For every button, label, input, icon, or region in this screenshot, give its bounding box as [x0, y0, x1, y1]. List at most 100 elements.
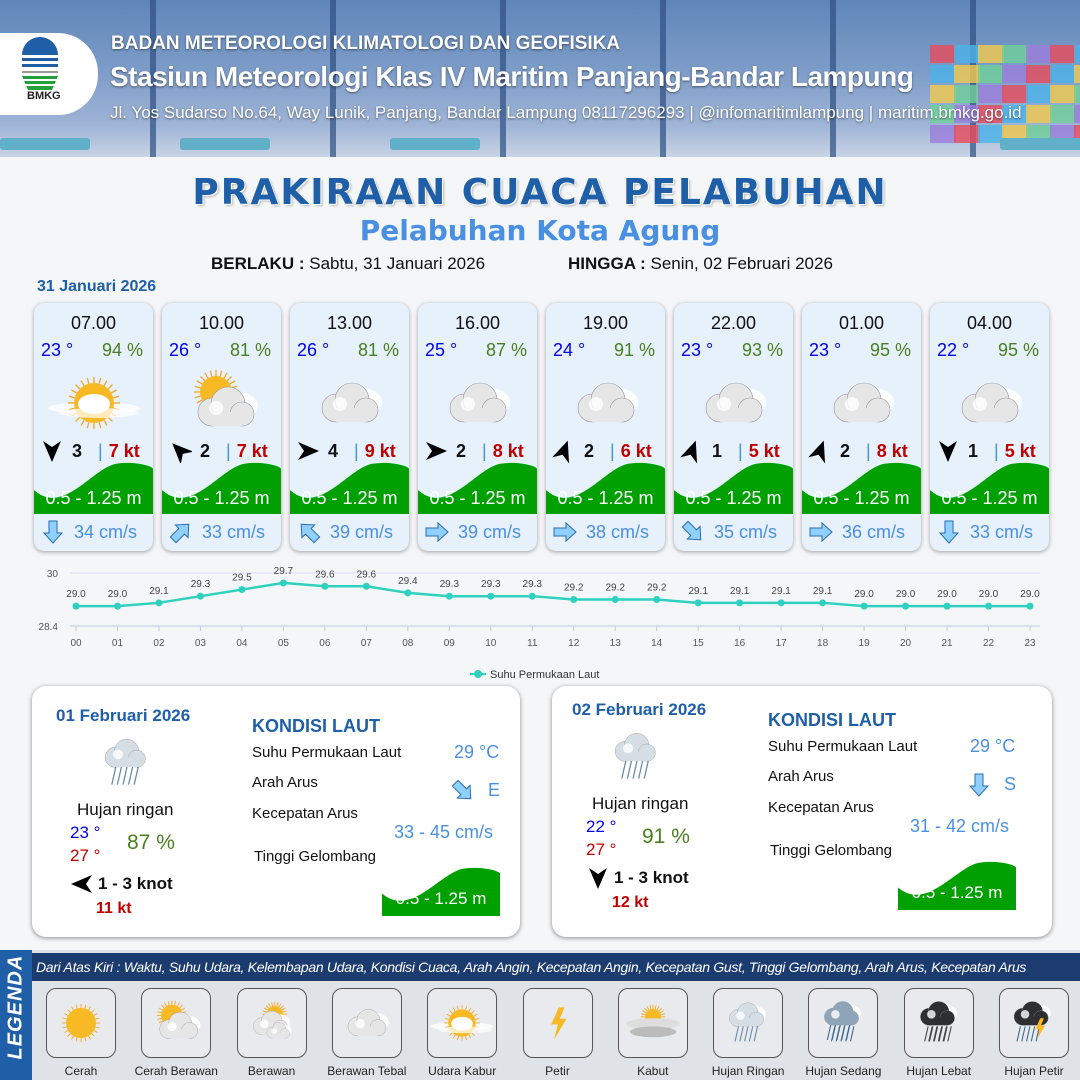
forecast-time: 19.00 [582, 313, 629, 333]
wind-speed: 2 [584, 441, 595, 461]
legend-hujan-ringan [713, 988, 784, 1058]
data-label: 29.6 [357, 569, 377, 580]
current-speed: 38 cm/s [586, 522, 650, 542]
valid-from: BERLAKU : Sabtu, 31 Januari 2026 [211, 254, 485, 274]
legend-hujan-lebat [903, 988, 974, 1058]
humidity: 94 % [101, 340, 143, 360]
sst-line [76, 581, 1030, 608]
data-label: 29.0 [1020, 589, 1040, 600]
wind-speed: 4 [328, 441, 339, 461]
logo-text: BMKG [27, 90, 61, 102]
sst-value: 29 °C [454, 742, 500, 762]
wind-direction-icon [808, 439, 832, 464]
x-tick-label: 15 [693, 638, 705, 649]
data-point [238, 586, 246, 594]
x-tick-label: 19 [859, 638, 871, 649]
current-info: 34 cm/s [40, 519, 150, 545]
current-direction-icon [424, 519, 450, 545]
wave-icon [290, 461, 409, 514]
sst-label: Suhu Permukaan Laut [252, 744, 402, 761]
current-speed: 33 cm/s [202, 522, 266, 542]
data-point [321, 582, 329, 590]
gust-speed: 5 kt [738, 441, 780, 462]
gust-speed: 8 kt [866, 441, 908, 462]
current-info: 35 cm/s [680, 519, 790, 545]
data-label: 29.0 [66, 589, 86, 600]
current-direction-value: S [1004, 774, 1017, 794]
x-tick-label: 01 [112, 638, 124, 649]
valid-to: HINGGA : Senin, 02 Februari 2026 [568, 254, 833, 274]
humidity: 93 % [741, 340, 783, 360]
forecast-time: 04.00 [966, 313, 1013, 333]
wave-height: 0.5 - 1.25 m [557, 488, 654, 508]
forecast-card-01.00: 01.00 23 ° 95 % 2 8 kt 0.5 - 1.25 m 36 cm… [802, 303, 921, 551]
legend-cerah-berawan [141, 988, 212, 1058]
air-temperature: 23 ° [41, 340, 74, 360]
panel-date: 01 Februari 2026 [56, 706, 191, 725]
weather-udara-kabur-icon [430, 1005, 494, 1041]
current-speed-value: 31 - 42 cm/s [910, 816, 1010, 836]
data-label: 29.2 [647, 583, 667, 594]
weather-berawan-tebal-icon [347, 1009, 389, 1037]
x-tick-label: 04 [236, 638, 248, 649]
wave-icon [930, 461, 1049, 514]
data-label: 29.0 [937, 589, 957, 600]
gust-speed: 6 kt [610, 441, 652, 462]
data-label: 29.3 [191, 579, 211, 590]
legend-label: Berawan [247, 1064, 296, 1078]
weather-cerah-berawan-icon [157, 1000, 201, 1039]
weather-hujan-sedang-icon [824, 1001, 862, 1042]
forecast-time: 07.00 [70, 313, 117, 333]
humidity: 91 % [642, 825, 690, 848]
data-label: 29.0 [896, 589, 916, 600]
weather-hujan-lebat-icon [919, 1001, 957, 1042]
data-point [196, 592, 204, 600]
weather-berawan-tebal-icon [705, 382, 766, 423]
data-point [694, 599, 702, 607]
forecast-card-07.00: 07.00 23 ° 94 % 3 7 kt 0.5 - 1.25 m 34 cm… [34, 303, 153, 551]
air-temperature: 23 ° [681, 340, 714, 360]
x-tick-label: 12 [568, 638, 580, 649]
day1-date: 31 Januari 2026 [37, 278, 157, 295]
wind-direction-icon [586, 866, 610, 895]
current-info: 33 cm/s [936, 519, 1046, 545]
forecast-panel-day2: 01 Februari 2026 Hujan ringan 23 ° 27 ° … [32, 686, 520, 937]
data-point [943, 602, 951, 610]
weather-label: Hujan ringan [77, 800, 174, 819]
data-point [777, 599, 785, 607]
legend-hujan-sedang [808, 988, 879, 1058]
wind-speed: 3 [72, 441, 83, 461]
data-label: 29.2 [564, 583, 584, 594]
current-direction-icon [808, 519, 834, 545]
gust-speed: 5 kt [994, 441, 1036, 462]
wind-direction-icon [70, 872, 94, 901]
legend-petir [522, 988, 593, 1058]
weather-berawan-tebal-icon [833, 382, 894, 423]
wave-height: 0.5 - 1.25 m [173, 488, 270, 508]
data-point [528, 592, 536, 600]
gust-speed: 7 kt [226, 441, 268, 462]
data-label: 29.2 [605, 583, 625, 594]
panel-date: 02 Februari 2026 [572, 700, 707, 719]
data-point [487, 592, 495, 600]
x-tick-label: 14 [651, 638, 663, 649]
y-tick-label: 30 [47, 569, 59, 580]
temp-min: 22 ° [586, 817, 617, 836]
current-speed: 36 cm/s [842, 522, 906, 542]
legend-cerah [46, 988, 116, 1058]
data-label: 29.6 [315, 569, 335, 580]
wind-direction-icon [40, 439, 64, 463]
wind-speed: 2 [456, 441, 467, 461]
data-label: 29.0 [854, 589, 874, 600]
forecast-time: 22.00 [710, 313, 757, 333]
data-label: 29.0 [979, 589, 999, 600]
humidity: 81 % [229, 340, 271, 360]
wave-height: 0.5 - 1.25 m [45, 488, 142, 508]
wave-icon [418, 461, 537, 514]
forecast-card-22.00: 22.00 23 ° 93 % 1 5 kt 0.5 - 1.25 m 35 cm… [674, 303, 793, 551]
bmkg-logo [0, 33, 98, 115]
x-tick-label: 22 [983, 638, 995, 649]
wind-info: 1 5 kt [680, 439, 790, 464]
data-point [279, 579, 287, 587]
current-speed: 33 cm/s [970, 522, 1034, 542]
